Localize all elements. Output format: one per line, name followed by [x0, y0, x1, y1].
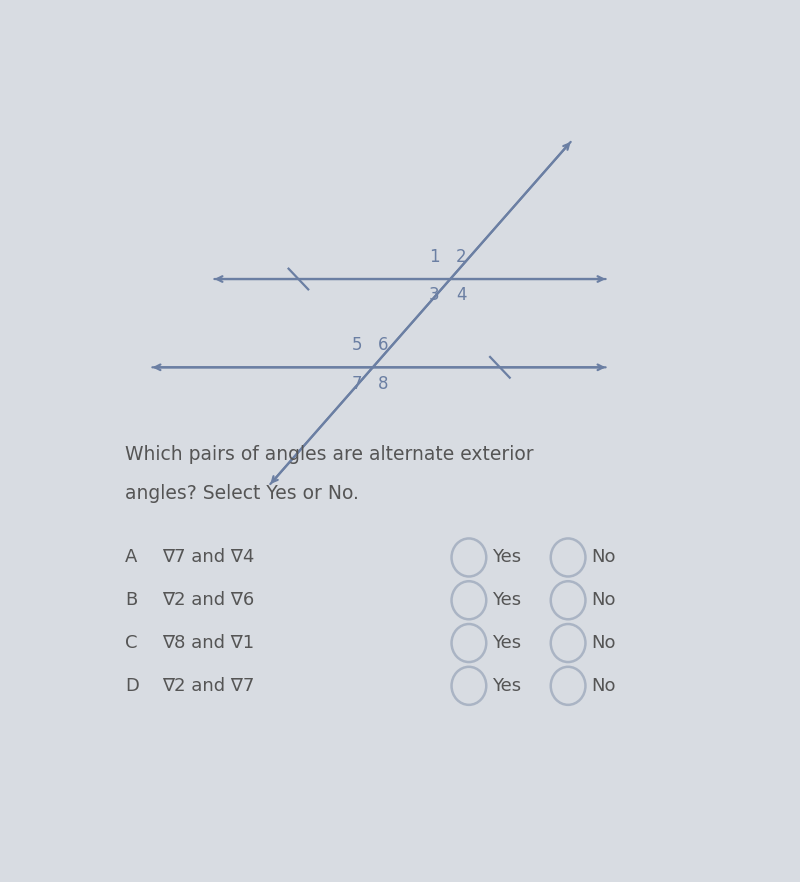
Text: No: No: [592, 634, 616, 652]
Text: No: No: [592, 591, 616, 609]
Text: Yes: Yes: [493, 591, 522, 609]
Text: Which pairs of angles are alternate exterior: Which pairs of angles are alternate exte…: [125, 445, 534, 465]
Text: Yes: Yes: [493, 549, 522, 566]
Text: ∇2 and ∇6: ∇2 and ∇6: [162, 591, 254, 609]
Text: No: No: [592, 676, 616, 695]
Text: A: A: [125, 549, 137, 566]
Text: 5: 5: [351, 336, 362, 354]
Text: Yes: Yes: [493, 676, 522, 695]
Text: angles? Select Yes or No.: angles? Select Yes or No.: [125, 484, 358, 503]
Text: 6: 6: [378, 336, 389, 354]
Circle shape: [451, 667, 486, 705]
Circle shape: [451, 538, 486, 577]
Text: ∇7 and ∇4: ∇7 and ∇4: [162, 549, 254, 566]
Text: 7: 7: [351, 375, 362, 392]
Circle shape: [451, 624, 486, 662]
Text: 4: 4: [456, 287, 466, 304]
Circle shape: [550, 581, 586, 619]
Text: ∇8 and ∇1: ∇8 and ∇1: [162, 634, 254, 652]
Circle shape: [550, 624, 586, 662]
Text: Yes: Yes: [493, 634, 522, 652]
Text: D: D: [125, 676, 138, 695]
Circle shape: [451, 581, 486, 619]
Circle shape: [550, 667, 586, 705]
Text: 2: 2: [456, 248, 466, 265]
Circle shape: [550, 538, 586, 577]
Text: 3: 3: [429, 287, 439, 304]
Text: C: C: [125, 634, 138, 652]
Text: 8: 8: [378, 375, 389, 392]
Text: ∇2 and ∇7: ∇2 and ∇7: [162, 676, 254, 695]
Text: No: No: [592, 549, 616, 566]
Text: 1: 1: [429, 248, 439, 265]
Text: B: B: [125, 591, 137, 609]
